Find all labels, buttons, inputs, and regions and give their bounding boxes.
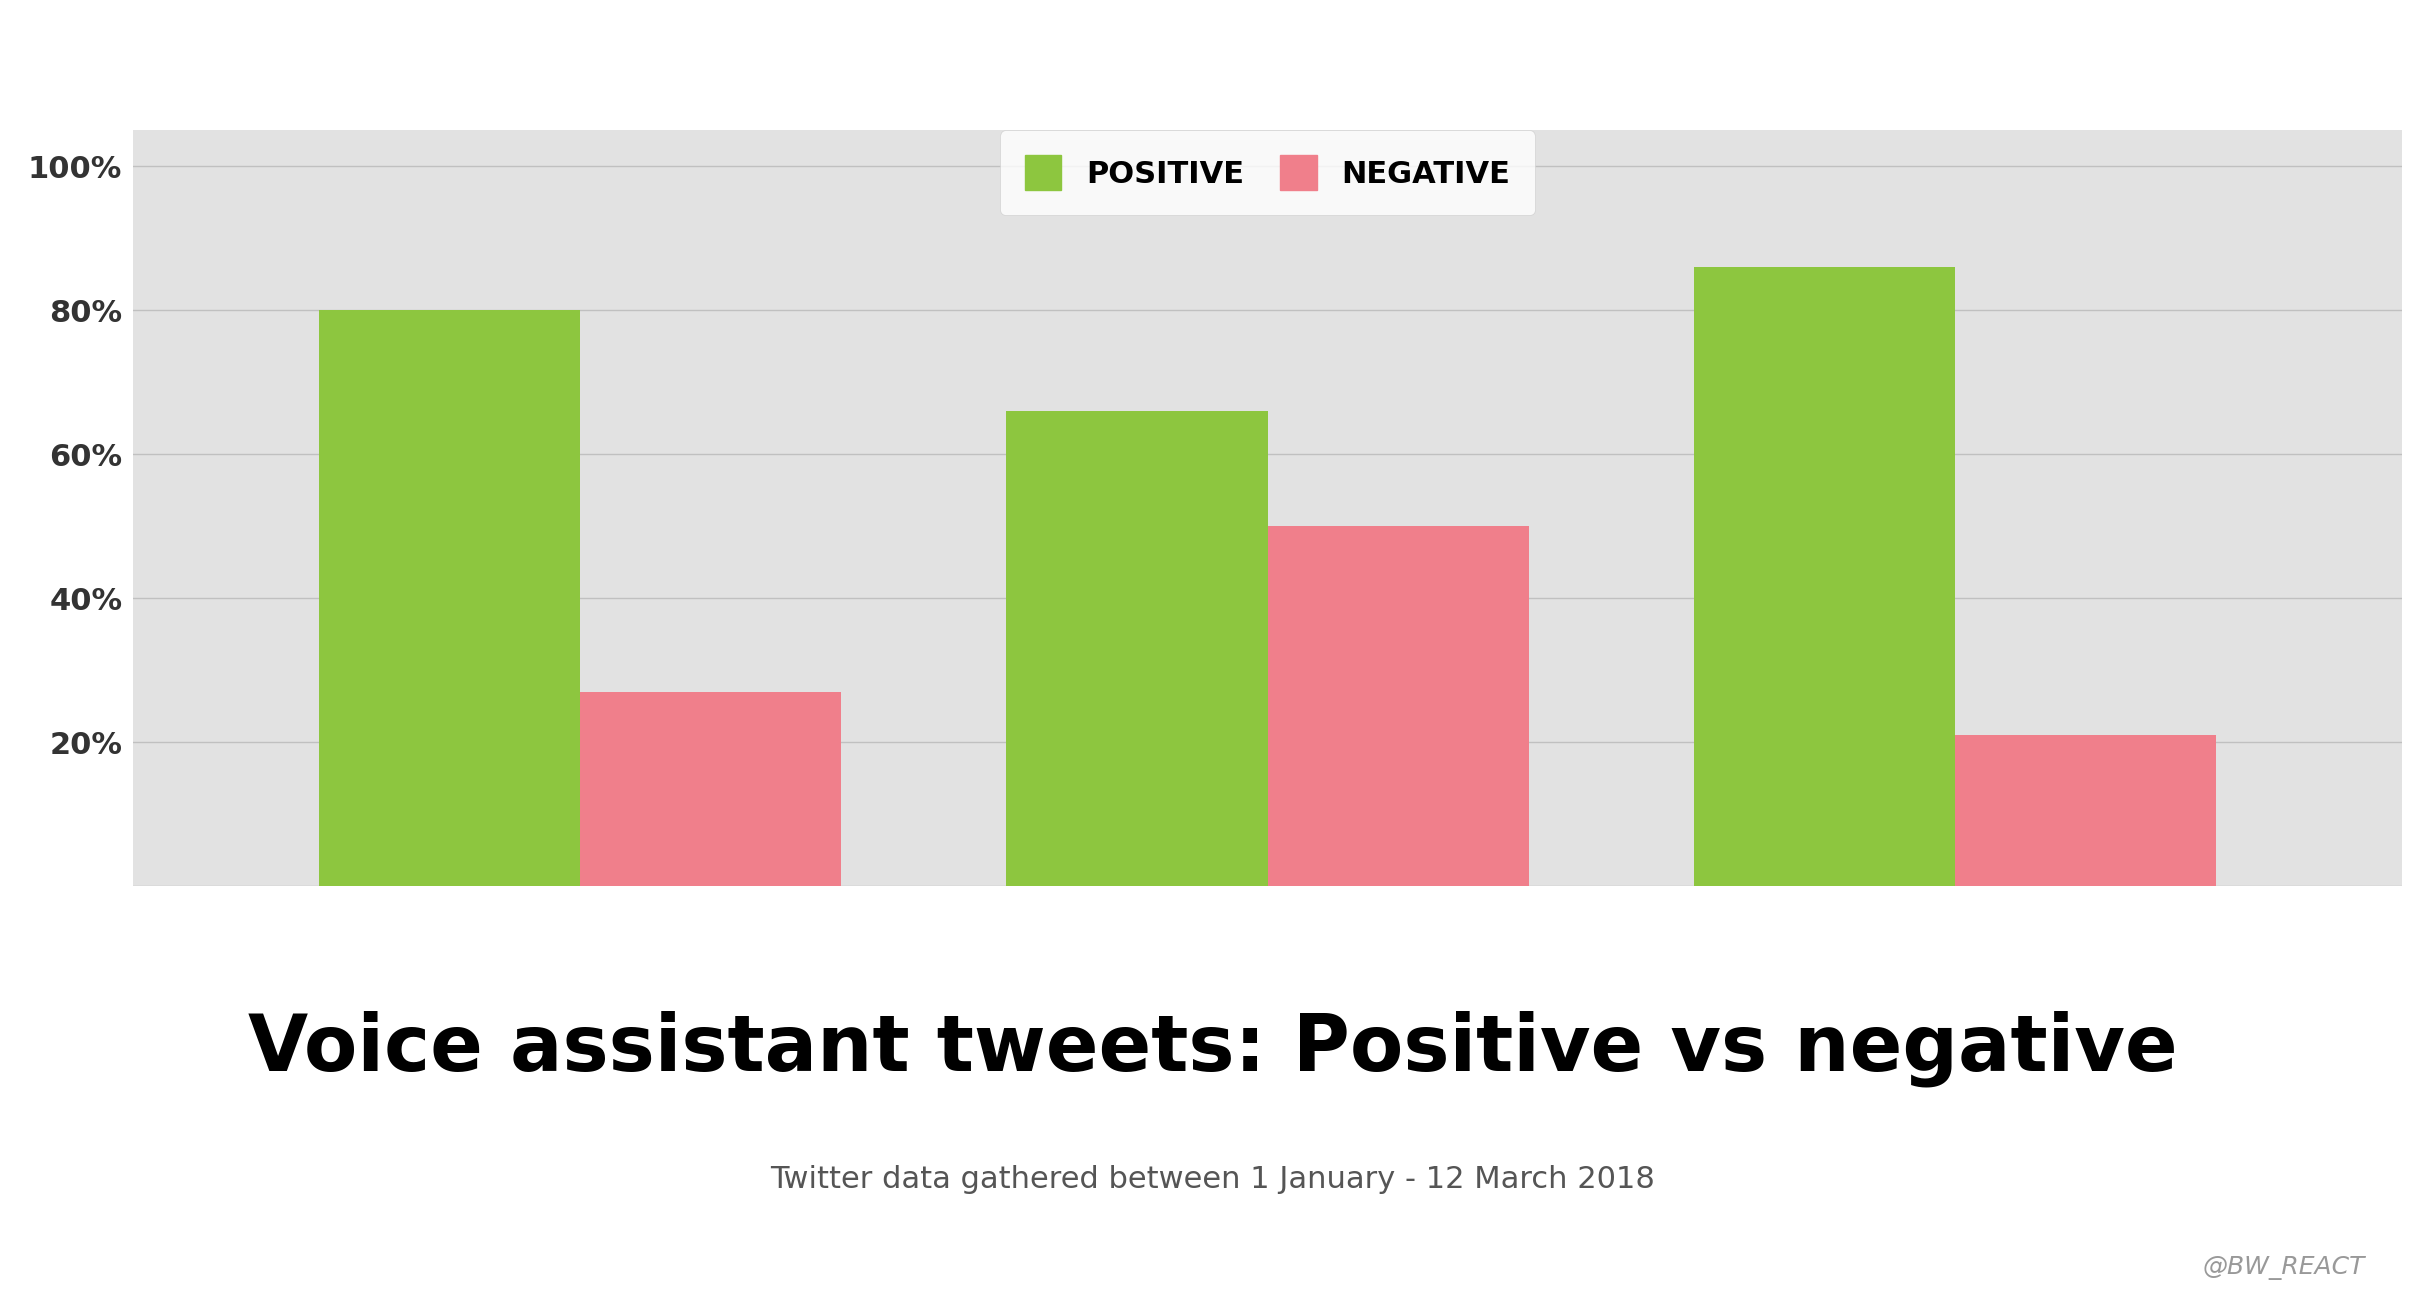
- Text: @BW_REACT: @BW_REACT: [2203, 1256, 2365, 1280]
- Text: GOOGLE HOME: GOOGLE HOME: [463, 891, 696, 920]
- Bar: [1007, 410, 1269, 886]
- Bar: [580, 692, 842, 886]
- Bar: [1955, 735, 2217, 886]
- Bar: [1269, 526, 1528, 886]
- Text: 0: 0: [148, 891, 167, 920]
- Text: HOMEPOD: HOMEPOD: [1189, 891, 1346, 920]
- Text: Twitter data gathered between 1 January - 12 March 2018: Twitter data gathered between 1 January …: [771, 1165, 1655, 1194]
- Text: AMAZON ECHO: AMAZON ECHO: [1839, 891, 2072, 920]
- Bar: [1693, 267, 1955, 886]
- Text: Voice assistant tweets: Positive vs negative: Voice assistant tweets: Positive vs nega…: [247, 1011, 2179, 1087]
- Bar: [320, 310, 580, 886]
- Legend: POSITIVE, NEGATIVE: POSITIVE, NEGATIVE: [1000, 130, 1536, 215]
